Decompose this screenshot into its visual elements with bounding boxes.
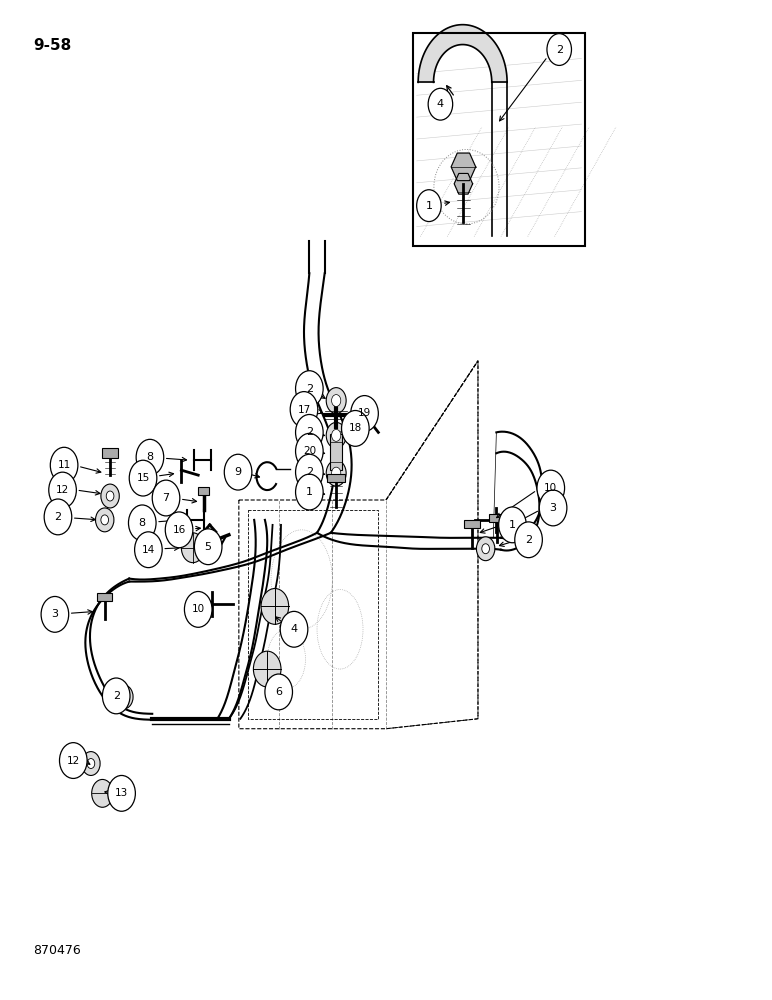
Circle shape <box>101 515 109 525</box>
Circle shape <box>332 429 340 441</box>
Circle shape <box>428 88 452 120</box>
Text: 11: 11 <box>57 460 71 470</box>
Text: 6: 6 <box>275 687 283 697</box>
Circle shape <box>59 743 87 778</box>
Bar <box>489 514 505 522</box>
Text: 7: 7 <box>162 493 170 503</box>
Text: 10: 10 <box>544 483 557 493</box>
Circle shape <box>537 470 564 506</box>
Text: 2: 2 <box>306 384 313 394</box>
Circle shape <box>482 544 489 554</box>
Text: 1: 1 <box>509 520 516 530</box>
Circle shape <box>350 396 378 431</box>
Circle shape <box>332 395 340 407</box>
Circle shape <box>92 779 113 807</box>
Text: 12: 12 <box>56 485 69 495</box>
Circle shape <box>120 692 127 702</box>
Text: 2: 2 <box>306 467 313 477</box>
Text: 1: 1 <box>306 487 313 497</box>
Circle shape <box>103 678 130 714</box>
Circle shape <box>50 447 78 483</box>
Circle shape <box>128 505 156 541</box>
Circle shape <box>296 371 323 407</box>
Circle shape <box>280 611 308 647</box>
Text: 2: 2 <box>54 512 62 522</box>
Text: 8: 8 <box>147 452 154 462</box>
Text: 870476: 870476 <box>33 944 81 957</box>
Circle shape <box>181 533 205 563</box>
Circle shape <box>290 392 318 427</box>
Circle shape <box>115 685 133 709</box>
Circle shape <box>296 454 323 490</box>
Circle shape <box>165 512 193 548</box>
Circle shape <box>195 529 222 565</box>
Polygon shape <box>454 173 472 194</box>
Text: 13: 13 <box>115 788 128 798</box>
Circle shape <box>136 439 164 475</box>
Text: 17: 17 <box>297 405 310 415</box>
Bar <box>198 487 209 495</box>
Text: 2: 2 <box>113 691 120 701</box>
Circle shape <box>296 474 323 510</box>
Text: 19: 19 <box>358 408 371 418</box>
Bar <box>330 434 342 470</box>
Circle shape <box>96 508 114 532</box>
Text: 8: 8 <box>139 518 146 528</box>
Circle shape <box>108 775 135 811</box>
Circle shape <box>134 532 162 568</box>
Text: 15: 15 <box>137 473 150 483</box>
Bar <box>103 448 118 458</box>
Circle shape <box>476 537 495 561</box>
Circle shape <box>225 454 252 490</box>
Circle shape <box>261 589 289 624</box>
Circle shape <box>49 472 76 508</box>
Circle shape <box>87 759 95 768</box>
Circle shape <box>547 34 571 65</box>
Circle shape <box>101 484 120 508</box>
Circle shape <box>129 460 157 496</box>
Circle shape <box>152 480 180 516</box>
Circle shape <box>265 674 293 710</box>
Text: 3: 3 <box>550 503 557 513</box>
Text: 3: 3 <box>52 609 59 619</box>
Circle shape <box>82 752 100 775</box>
Bar <box>413 33 585 246</box>
Text: 5: 5 <box>205 542 212 552</box>
Circle shape <box>417 190 441 222</box>
Text: 2: 2 <box>525 535 532 545</box>
Polygon shape <box>451 153 476 181</box>
Text: 14: 14 <box>142 545 155 555</box>
Circle shape <box>515 522 543 558</box>
Text: 18: 18 <box>349 423 362 433</box>
Text: 20: 20 <box>303 446 316 456</box>
Circle shape <box>327 460 346 486</box>
Circle shape <box>327 422 346 448</box>
Text: 2: 2 <box>306 427 313 437</box>
Text: 1: 1 <box>425 201 432 211</box>
Circle shape <box>296 433 323 469</box>
Bar <box>327 474 345 482</box>
Text: 10: 10 <box>191 604 205 614</box>
Circle shape <box>41 596 69 632</box>
Text: 9: 9 <box>235 467 242 477</box>
Circle shape <box>253 651 281 687</box>
Circle shape <box>332 467 340 479</box>
Text: 2: 2 <box>556 45 563 55</box>
Circle shape <box>540 490 567 526</box>
Text: 16: 16 <box>172 525 186 535</box>
Bar <box>97 593 113 601</box>
Circle shape <box>44 499 72 535</box>
Text: 9-58: 9-58 <box>33 38 72 53</box>
Text: 12: 12 <box>66 756 80 766</box>
Circle shape <box>185 591 212 627</box>
Circle shape <box>107 491 114 501</box>
Text: 4: 4 <box>290 624 297 634</box>
Circle shape <box>327 388 346 413</box>
Circle shape <box>499 507 527 543</box>
Bar <box>464 520 479 528</box>
Polygon shape <box>418 25 507 82</box>
Circle shape <box>341 410 369 446</box>
Circle shape <box>296 414 323 450</box>
Text: 4: 4 <box>437 99 444 109</box>
